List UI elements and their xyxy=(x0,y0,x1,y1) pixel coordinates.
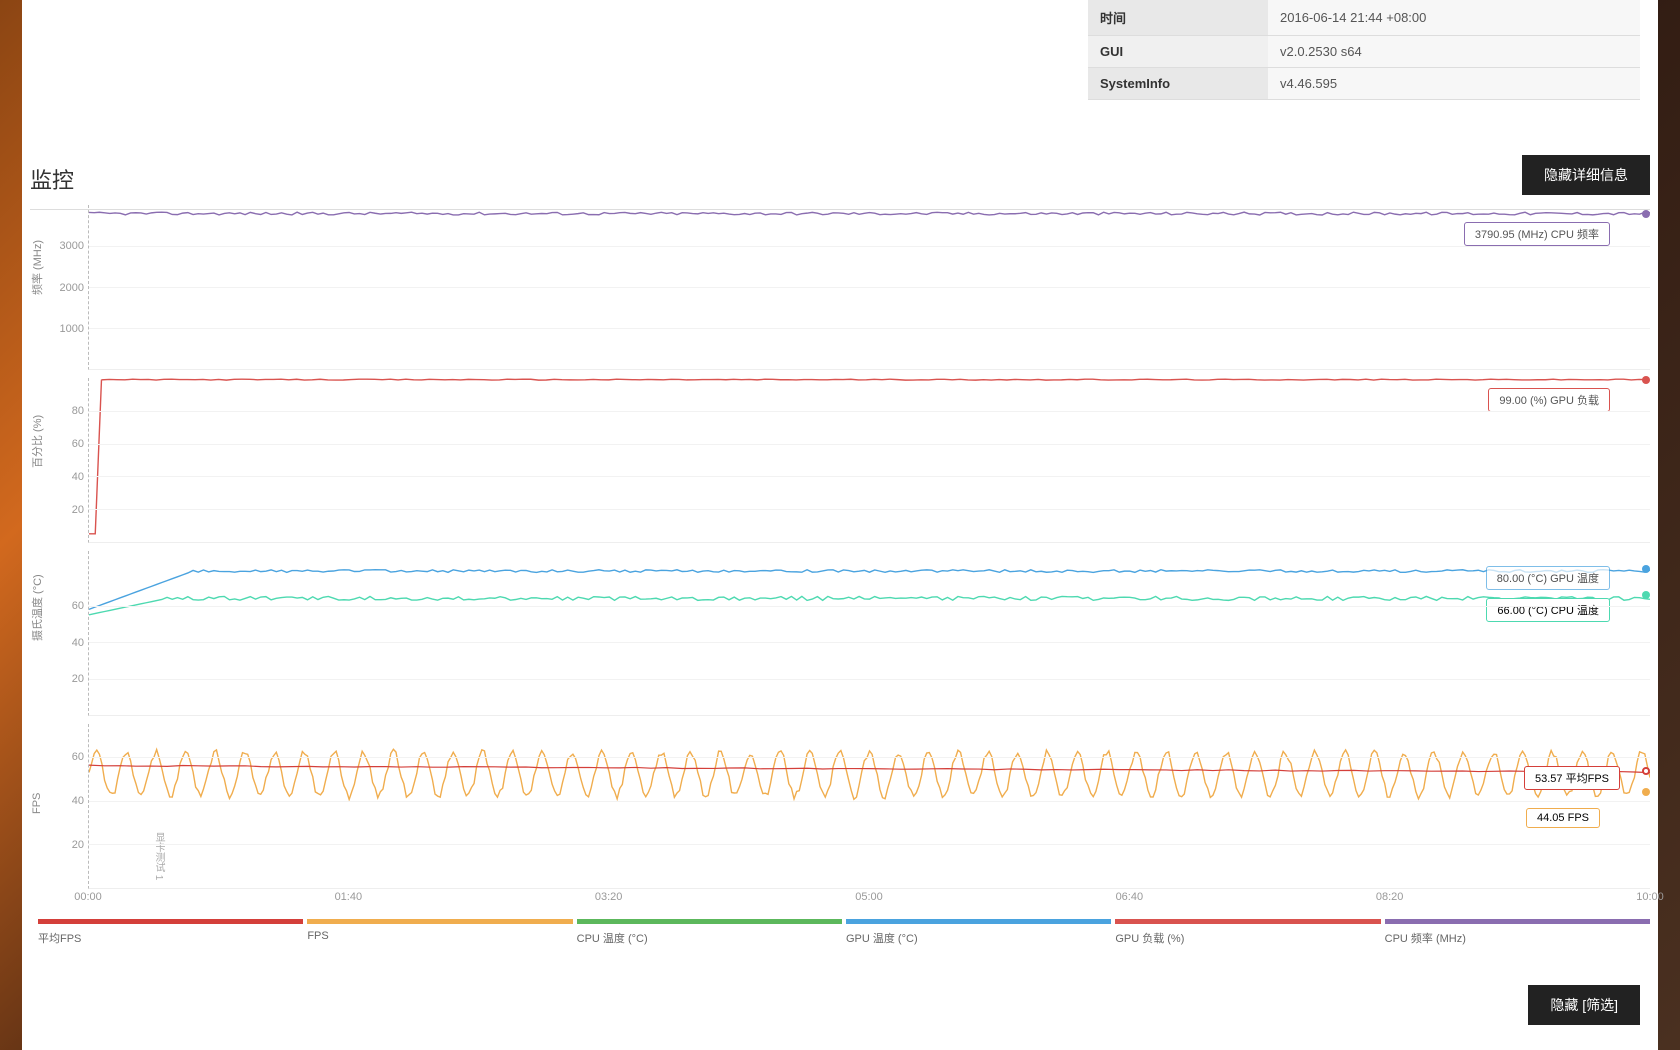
y-tick: 40 xyxy=(72,471,84,483)
value-badge: 44.05 FPS xyxy=(1526,808,1600,828)
section-title: 监控 xyxy=(30,163,74,195)
x-tick: 10:00 xyxy=(1636,891,1664,903)
axis-label: FPS xyxy=(31,800,43,814)
legend-item[interactable]: 平均FPS xyxy=(38,919,303,946)
y-tick: 60 xyxy=(72,600,84,612)
y-tick: 2000 xyxy=(60,282,84,294)
test-label: 显卡测试 1 xyxy=(151,832,166,880)
info-value: v4.46.595 xyxy=(1268,68,1640,100)
chart-temps: 摄氏温度 (°C) 20 40 60 80.00 (°C) GPU 温度 66.00… xyxy=(30,551,1650,716)
chart-gpu-load: 百分比 (%) 20 40 60 80 99.00 (%) GPU 负载 xyxy=(30,378,1650,543)
x-tick: 00:00 xyxy=(74,891,102,903)
info-row: SystemInfov4.46.595 xyxy=(1088,68,1640,100)
legend-label: FPS xyxy=(307,930,572,942)
legend-label: GPU 温度 (°C) xyxy=(846,930,1111,946)
x-tick: 05:00 xyxy=(855,891,883,903)
chart-cpu-freq: 频率 (MHz) 1000 2000 3000 3790.95 (MHz) CPU … xyxy=(30,205,1650,370)
y-tick: 40 xyxy=(72,637,84,649)
legend-item[interactable]: CPU 频率 (MHz) xyxy=(1385,919,1650,946)
legend-label: CPU 温度 (°C) xyxy=(577,930,842,946)
chart-fps: FPS 20 40 60 显卡测试 1 53.57 平均FPS 44.05 FPS xyxy=(30,724,1650,889)
info-table: 时间2016-06-14 21:44 +08:00GUIv2.0.2530 s6… xyxy=(1088,0,1640,100)
y-tick: 60 xyxy=(72,751,84,763)
y-tick: 3000 xyxy=(60,240,84,252)
x-axis: 00:0001:4003:2005:0006:4008:2010:00 xyxy=(88,891,1650,911)
legend: 平均FPS FPS CPU 温度 (°C)GPU 温度 (°C)GPU 负载 (%)… xyxy=(38,919,1650,946)
legend-label: 平均FPS xyxy=(38,930,303,946)
value-badge: 53.57 平均FPS xyxy=(1524,766,1620,790)
info-row: GUIv2.0.2530 s64 xyxy=(1088,36,1640,68)
legend-item[interactable]: GPU 温度 (°C) xyxy=(846,919,1111,946)
axis-label: 摄氏温度 (°C) xyxy=(29,627,45,641)
charts-container: 频率 (MHz) 1000 2000 3000 3790.95 (MHz) CPU … xyxy=(30,205,1650,946)
info-value: v2.0.2530 s64 xyxy=(1268,36,1640,68)
legend-label: GPU 负载 (%) xyxy=(1115,930,1380,946)
axis-label: 频率 (MHz) xyxy=(29,281,45,295)
axis-label: 百分比 (%) xyxy=(29,454,45,468)
legend-item[interactable]: GPU 负载 (%) xyxy=(1115,919,1380,946)
info-value: 2016-06-14 21:44 +08:00 xyxy=(1268,0,1640,36)
legend-item[interactable]: CPU 温度 (°C) xyxy=(577,919,842,946)
value-badge: 66.00 (°C) CPU 温度 xyxy=(1486,598,1610,622)
y-tick: 20 xyxy=(72,673,84,685)
x-tick: 01:40 xyxy=(335,891,363,903)
info-label: SystemInfo xyxy=(1088,68,1268,100)
y-tick: 1000 xyxy=(60,323,84,335)
y-tick: 20 xyxy=(72,504,84,516)
info-row: 时间2016-06-14 21:44 +08:00 xyxy=(1088,0,1640,36)
legend-label: CPU 频率 (MHz) xyxy=(1385,930,1650,946)
hide-filter-button[interactable]: 隐藏 [筛选] xyxy=(1528,985,1640,1025)
y-tick: 40 xyxy=(72,795,84,807)
info-label: GUI xyxy=(1088,36,1268,68)
value-badge: 99.00 (%) GPU 负载 xyxy=(1488,388,1610,412)
x-tick: 06:40 xyxy=(1116,891,1144,903)
y-tick: 20 xyxy=(72,839,84,851)
info-label: 时间 xyxy=(1088,0,1268,36)
x-tick: 03:20 xyxy=(595,891,623,903)
hide-details-button[interactable]: 隐藏详细信息 xyxy=(1522,155,1650,195)
y-tick: 80 xyxy=(72,405,84,417)
section-header: 监控 隐藏详细信息 xyxy=(30,155,1650,210)
x-tick: 08:20 xyxy=(1376,891,1404,903)
y-tick: 60 xyxy=(72,438,84,450)
value-badge: 80.00 (°C) GPU 温度 xyxy=(1486,566,1610,590)
value-badge: 3790.95 (MHz) CPU 频率 xyxy=(1464,222,1610,246)
legend-item[interactable]: FPS xyxy=(307,919,572,946)
